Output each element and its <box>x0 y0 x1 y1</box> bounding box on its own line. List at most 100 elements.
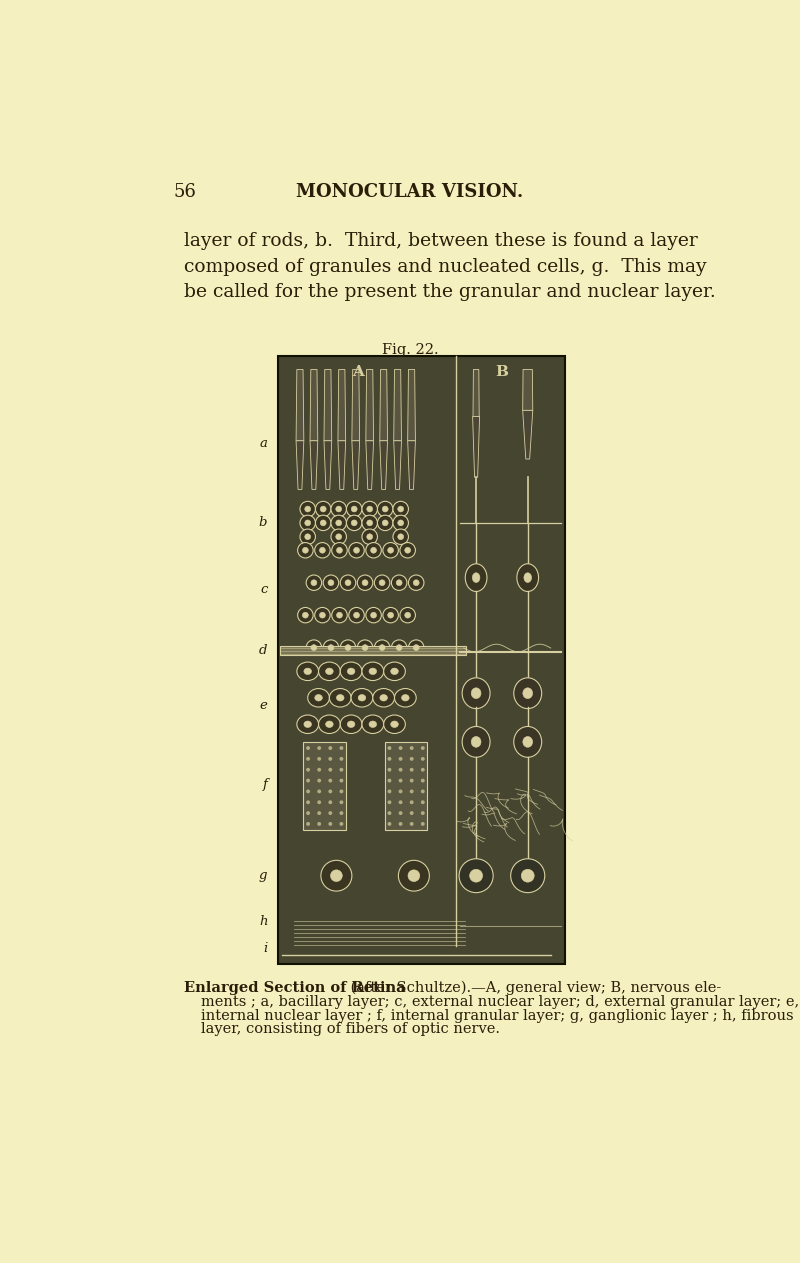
Ellipse shape <box>314 695 322 701</box>
Text: a: a <box>259 437 267 451</box>
Polygon shape <box>522 370 533 410</box>
Ellipse shape <box>472 573 480 582</box>
Ellipse shape <box>330 688 351 707</box>
Circle shape <box>409 575 424 590</box>
Circle shape <box>306 789 310 793</box>
Circle shape <box>332 543 347 558</box>
Circle shape <box>349 608 364 623</box>
Circle shape <box>318 822 321 826</box>
Polygon shape <box>324 370 332 441</box>
Ellipse shape <box>514 726 542 758</box>
Circle shape <box>421 746 425 750</box>
Circle shape <box>398 811 402 815</box>
Ellipse shape <box>369 721 377 727</box>
Circle shape <box>393 529 409 544</box>
Circle shape <box>323 640 338 655</box>
Ellipse shape <box>337 695 344 701</box>
Ellipse shape <box>304 721 311 727</box>
Circle shape <box>410 822 414 826</box>
Circle shape <box>320 520 326 525</box>
Text: Fig. 22.: Fig. 22. <box>382 342 438 356</box>
Circle shape <box>387 811 391 815</box>
Ellipse shape <box>358 695 366 701</box>
Circle shape <box>400 543 415 558</box>
Circle shape <box>318 746 321 750</box>
Circle shape <box>398 534 404 539</box>
Circle shape <box>414 644 419 650</box>
Circle shape <box>306 811 310 815</box>
Circle shape <box>409 640 424 655</box>
Polygon shape <box>366 441 374 490</box>
Circle shape <box>328 801 332 805</box>
Polygon shape <box>522 410 533 458</box>
Circle shape <box>328 768 332 772</box>
Ellipse shape <box>373 688 394 707</box>
Circle shape <box>306 640 322 655</box>
Circle shape <box>305 534 310 539</box>
Polygon shape <box>352 370 360 441</box>
Circle shape <box>339 822 343 826</box>
Circle shape <box>328 757 332 760</box>
Circle shape <box>318 778 321 783</box>
Text: d: d <box>259 644 267 657</box>
Circle shape <box>302 547 308 553</box>
Circle shape <box>346 501 362 517</box>
Circle shape <box>410 801 414 805</box>
Ellipse shape <box>347 668 355 674</box>
Circle shape <box>323 575 338 590</box>
Text: A: A <box>353 365 365 379</box>
Circle shape <box>300 501 315 517</box>
Ellipse shape <box>304 668 311 674</box>
Bar <box>278 356 565 964</box>
Polygon shape <box>473 370 479 417</box>
Circle shape <box>319 547 326 553</box>
Circle shape <box>387 746 391 750</box>
Circle shape <box>366 506 373 512</box>
Circle shape <box>383 608 398 623</box>
Circle shape <box>393 501 409 517</box>
Circle shape <box>382 506 388 512</box>
Circle shape <box>306 822 310 826</box>
Ellipse shape <box>340 662 362 681</box>
Ellipse shape <box>340 715 362 734</box>
Circle shape <box>405 613 410 618</box>
Circle shape <box>398 801 402 805</box>
Circle shape <box>387 778 391 783</box>
Text: 56: 56 <box>174 183 197 201</box>
Polygon shape <box>380 370 387 441</box>
Circle shape <box>459 859 493 893</box>
Text: be called for the present the granular and nuclear layer.: be called for the present the granular a… <box>184 283 715 302</box>
Ellipse shape <box>402 695 409 701</box>
Circle shape <box>391 640 407 655</box>
Polygon shape <box>310 441 318 490</box>
Circle shape <box>383 543 398 558</box>
Polygon shape <box>408 370 415 441</box>
Circle shape <box>398 746 402 750</box>
Ellipse shape <box>326 721 333 727</box>
Circle shape <box>306 575 322 590</box>
Circle shape <box>336 506 342 512</box>
Text: (after Schultze).—A, general view; B, nervous ele-: (after Schultze).—A, general view; B, ne… <box>346 981 722 995</box>
Ellipse shape <box>297 715 318 734</box>
Circle shape <box>311 580 317 586</box>
Circle shape <box>339 768 343 772</box>
Circle shape <box>398 778 402 783</box>
Circle shape <box>331 529 346 544</box>
Circle shape <box>306 768 310 772</box>
Polygon shape <box>296 441 304 490</box>
Ellipse shape <box>362 662 384 681</box>
Polygon shape <box>408 441 415 490</box>
Circle shape <box>298 543 313 558</box>
Ellipse shape <box>523 688 533 698</box>
Circle shape <box>318 757 321 760</box>
Circle shape <box>362 529 378 544</box>
Circle shape <box>339 811 343 815</box>
Circle shape <box>314 608 330 623</box>
Circle shape <box>421 789 425 793</box>
Text: e: e <box>259 698 267 712</box>
Circle shape <box>366 520 373 525</box>
Ellipse shape <box>318 662 340 681</box>
Ellipse shape <box>466 563 487 591</box>
Circle shape <box>318 811 321 815</box>
Circle shape <box>306 746 310 750</box>
